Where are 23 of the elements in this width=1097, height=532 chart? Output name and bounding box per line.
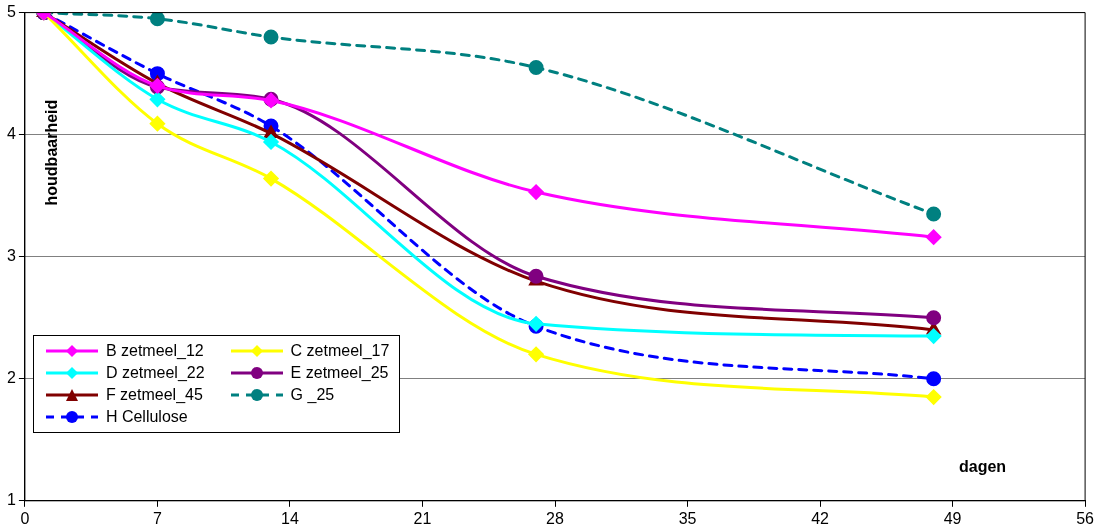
x-tick-label: 56 (1076, 509, 1095, 527)
y-tick-label: 2 (6, 369, 16, 387)
legend-label: C zetmeel_17 (290, 341, 390, 360)
legend-label: F zetmeel_45 (105, 385, 203, 404)
x-axis-title: dagen (959, 458, 1007, 476)
x-tick-label: 28 (546, 509, 564, 527)
legend-label: D zetmeel_22 (105, 363, 205, 382)
x-tick-label: 49 (943, 509, 962, 527)
y-axis-title: houdbaarheid (43, 99, 61, 206)
x-tick-label: 0 (20, 509, 30, 527)
y-tick-label: 1 (6, 491, 16, 509)
y-tick-label: 3 (6, 247, 16, 265)
legend-label: E zetmeel_25 (290, 363, 389, 382)
y-tick-label: 5 (6, 3, 16, 21)
x-tick-label: 35 (678, 509, 697, 527)
y-tick-label: 4 (6, 125, 16, 143)
legend-label: G _25 (290, 385, 335, 404)
x-tick-label: 42 (811, 509, 830, 527)
x-tick-label: 7 (152, 509, 162, 527)
x-tick-label: 14 (281, 509, 299, 527)
legend-label: H Cellulose (105, 407, 188, 426)
legend-label: B zetmeel_12 (105, 341, 204, 360)
x-tick-label: 21 (413, 509, 432, 527)
